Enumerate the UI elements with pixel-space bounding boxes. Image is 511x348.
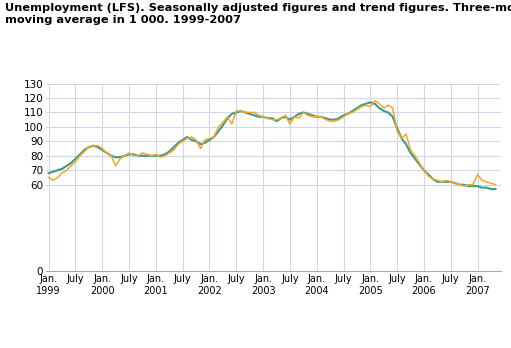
Trend bbox=[488, 187, 494, 191]
Trend bbox=[493, 187, 499, 191]
Text: Unemployment (LFS). Seasonally adjusted figures and trend figures. Three-month
m: Unemployment (LFS). Seasonally adjusted … bbox=[5, 3, 511, 25]
Seasonally adjusted bbox=[493, 183, 499, 187]
Seasonally adjusted bbox=[371, 99, 378, 103]
Seasonally adjusted bbox=[77, 154, 83, 158]
Seasonally adjusted bbox=[314, 115, 320, 119]
Seasonally adjusted bbox=[385, 103, 391, 107]
Line: Seasonally adjusted: Seasonally adjusted bbox=[49, 101, 496, 186]
Trend bbox=[314, 115, 320, 119]
Seasonally adjusted bbox=[251, 110, 257, 114]
Seasonally adjusted bbox=[461, 184, 467, 188]
Line: Trend: Trend bbox=[49, 102, 496, 189]
Trend bbox=[367, 100, 374, 104]
Seasonally adjusted bbox=[358, 104, 364, 109]
Trend bbox=[358, 103, 364, 107]
Trend bbox=[385, 110, 391, 114]
Trend bbox=[45, 171, 52, 175]
Seasonally adjusted bbox=[157, 155, 164, 159]
Trend bbox=[157, 154, 164, 158]
Trend bbox=[77, 152, 83, 157]
Seasonally adjusted bbox=[45, 175, 52, 180]
Trend bbox=[251, 113, 257, 117]
